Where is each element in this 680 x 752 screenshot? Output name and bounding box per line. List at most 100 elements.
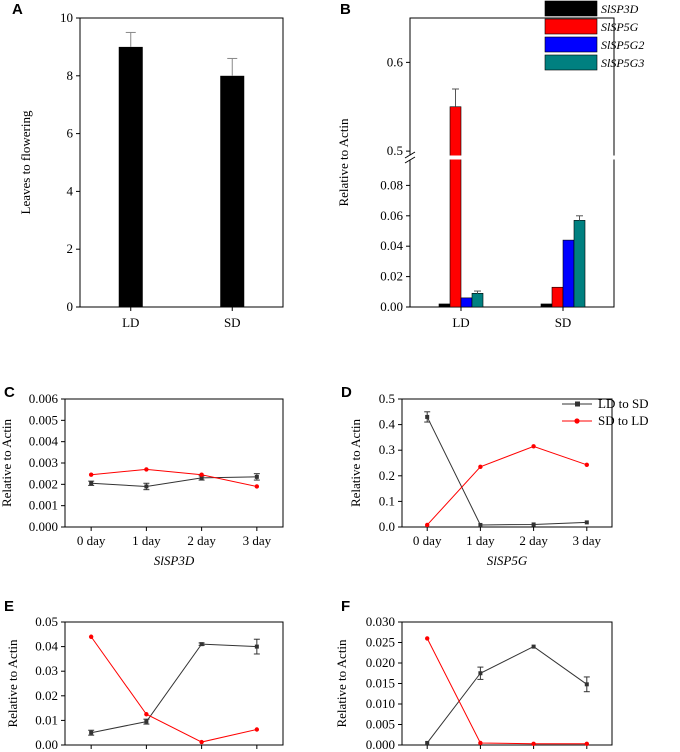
y-tick-label-b: 0.08	[380, 177, 403, 192]
y-tick-label-f: 0.025	[366, 635, 395, 650]
y-tick-label-e: 0.04	[35, 639, 58, 654]
x-tick-label-d: 1 day	[466, 533, 495, 548]
y-axis-label-b: Relative to Actin	[336, 118, 351, 207]
legend-swatch-b	[544, 18, 598, 35]
x-tick-label-d: 0 day	[413, 533, 442, 548]
panel-label-e: E	[4, 598, 14, 615]
panel-c-chart: 0.000 0.001 0.002 0.003 0.004 0.005 0.006 Relat…	[0, 391, 284, 568]
data-point-c	[144, 467, 149, 472]
series-line-f	[426, 638, 587, 745]
data-point-f	[425, 636, 430, 641]
x-tick-label-c: 0 day	[77, 533, 106, 548]
bar-b-slsp5g3	[573, 220, 586, 308]
data-point-d	[584, 462, 589, 467]
series-line-e	[91, 643, 257, 734]
y-tick-label-f: 0.030	[366, 614, 395, 629]
panel-label-c: C	[4, 384, 15, 401]
x-tick-label-d: 3 day	[573, 533, 602, 548]
y-tick-label-b: 0.04	[380, 238, 403, 253]
y-tick-label-a: 6	[67, 126, 74, 141]
data-point-d	[584, 520, 589, 525]
y-tick-label-a: 4	[67, 183, 74, 198]
data-point-c	[89, 481, 94, 486]
legend-label-b: SlSP5G	[601, 20, 639, 34]
y-tick-label-d: 0.1	[379, 493, 395, 508]
y-tick-label-a: 2	[67, 241, 74, 256]
series-line-c	[91, 468, 257, 487]
bar-b-slsp5g2	[562, 239, 575, 308]
y-tick-label-b: 0.06	[380, 208, 403, 223]
series-line-e	[90, 636, 257, 743]
y-axis-label-a: Leaves to flowering	[18, 110, 33, 214]
bar-b-slsp5g	[449, 106, 462, 308]
bar-a	[220, 75, 245, 307]
axis-break-mark	[404, 156, 416, 164]
data-point-f	[584, 682, 589, 687]
plot-frame-f	[401, 621, 613, 746]
panel-e-chart: 0.00 0.01 0.02 0.03 0.04 0.05 Relative to Acti…	[5, 614, 284, 752]
panel-label-f: F	[341, 598, 350, 615]
bar-b-slsp5g3	[471, 293, 484, 308]
legend-swatch-b	[544, 54, 598, 71]
y-tick-label-f: 0.020	[366, 655, 395, 670]
legend-swatch-b	[544, 0, 598, 17]
data-point-c	[199, 475, 204, 480]
y-tick-label-d: 0.3	[379, 442, 395, 457]
y-tick-label-c: 0.004	[29, 434, 59, 449]
y-tick-label-d: 0.2	[379, 468, 395, 483]
y-tick-label-a: 8	[67, 68, 74, 83]
y-tick-label-e: 0.03	[35, 663, 58, 678]
data-point-f	[478, 740, 483, 746]
data-point-d	[425, 522, 430, 528]
data-point-d	[531, 444, 536, 449]
plot-frame-a	[79, 17, 284, 308]
y-tick-label-b: 0.5	[387, 143, 403, 158]
plot-frame-e	[64, 621, 284, 746]
x-tick-label-a: LD	[122, 315, 139, 330]
y-tick-label-d: 0.5	[379, 391, 395, 406]
x-tick-label-c: 1 day	[132, 533, 161, 548]
data-point-e	[254, 727, 260, 732]
series-line-d	[426, 445, 587, 526]
panel-b-chart: 0.00 0.02 0.04 0.06 0.08 0.5 0.6 Relative to Ac…	[336, 0, 644, 330]
y-tick-label-d: 0.0	[379, 519, 395, 534]
data-point-e	[199, 642, 204, 647]
data-point-f	[531, 741, 536, 746]
bar-b-slsp3d	[438, 303, 451, 308]
legend-label-d: SD to LD	[598, 413, 649, 428]
y-axis-label-d: Relative to Actin	[348, 418, 363, 507]
data-point-c	[254, 474, 259, 479]
y-axis-label-c: Relative to Actin	[0, 418, 14, 507]
y-axis-label-e: Relative to Actin	[5, 639, 20, 728]
y-tick-label-e: 0.01	[35, 712, 58, 727]
legend-label-b: SlSP5G3	[601, 56, 644, 70]
data-point-f	[478, 671, 483, 676]
data-point-f	[531, 644, 536, 649]
y-tick-label-e: 0.05	[35, 614, 58, 629]
plot-frame-b	[409, 17, 615, 308]
data-point-e	[89, 730, 94, 735]
x-tick-label-b: LD	[452, 315, 469, 330]
y-tick-label-e: 0.02	[35, 688, 58, 703]
y-tick-label-c: 0.002	[29, 476, 58, 491]
y-tick-label-c: 0.003	[29, 455, 58, 470]
series-line-d	[426, 416, 587, 526]
panel-label-d: D	[341, 384, 352, 401]
series-line-c	[91, 476, 257, 487]
data-point-e	[199, 739, 204, 745]
bar-b-slsp5g2	[460, 297, 473, 308]
data-point-e	[88, 634, 94, 639]
y-tick-label-f: 0.015	[366, 676, 395, 691]
x-tick-label-d: 2 day	[519, 533, 548, 548]
x-tick-label-c: 3 day	[243, 533, 272, 548]
data-point-e	[144, 719, 149, 724]
series-line-f	[426, 646, 588, 744]
data-point-d	[531, 522, 536, 527]
data-point-c	[88, 472, 94, 477]
data-point-c	[199, 472, 204, 477]
y-tick-label-c: 0.005	[29, 412, 58, 427]
legend-marker-d	[574, 418, 580, 424]
data-point-d	[478, 464, 483, 470]
data-point-d	[478, 522, 483, 527]
